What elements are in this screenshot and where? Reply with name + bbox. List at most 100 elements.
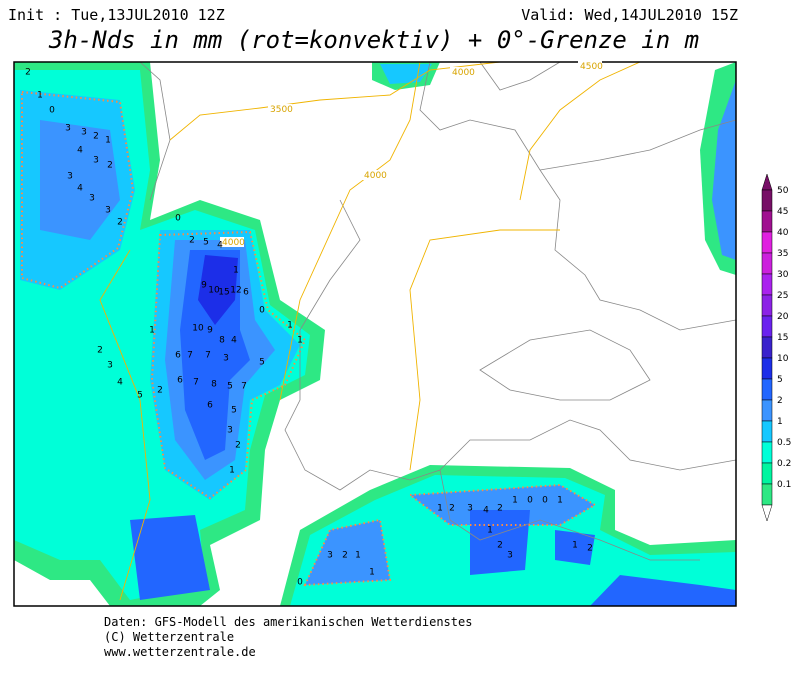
- grid-value: 4: [77, 184, 83, 194]
- grid-value: 9: [207, 326, 213, 336]
- grid-value: 3: [65, 124, 71, 134]
- grid-value: 3: [467, 504, 473, 514]
- colorbar: 50 45 40 35 30 25 20 15 10 5 2 1 0.5 0.2 0.1: [761, 173, 791, 522]
- contour-label: 4500: [580, 62, 603, 72]
- grid-value: 2: [587, 544, 593, 554]
- colorbar-label: 2: [777, 396, 783, 406]
- grid-value: 9: [201, 281, 207, 291]
- contour-label: 4000: [364, 171, 387, 181]
- init-time: Init : Tue,13JUL2010 12Z: [8, 6, 225, 24]
- footer-source: Daten: GFS-Modell des amerikanischen Wet…: [104, 615, 472, 629]
- contour-label: 3500: [270, 105, 293, 115]
- grid-value: 2: [497, 541, 503, 551]
- colorbar-label: 15: [777, 333, 788, 343]
- map-title: 3h-Nds in mm (rot=konvektiv) + 0°-Grenze…: [48, 26, 699, 54]
- grid-value: 0: [259, 306, 265, 316]
- colorbar-label: 25: [777, 291, 788, 301]
- grid-value: 4: [117, 378, 123, 388]
- grid-value: 5: [227, 382, 233, 392]
- grid-value: 5: [259, 358, 265, 368]
- colorbar-swatch: [761, 252, 773, 275]
- grid-value: 6: [175, 351, 181, 361]
- grid-value: 3: [223, 354, 229, 364]
- grid-value: 4: [483, 506, 489, 516]
- grid-value: 5: [203, 238, 209, 248]
- grid-value: 3: [89, 194, 95, 204]
- colorbar-label: 5: [777, 375, 783, 385]
- contour-label: 4000: [452, 68, 475, 78]
- grid-value: 3: [227, 426, 233, 436]
- grid-value: 2: [342, 551, 348, 561]
- colorbar-swatch: [761, 294, 773, 317]
- grid-value: 3: [107, 361, 113, 371]
- footer-copyright: (C) Wetterzentrale: [104, 630, 234, 644]
- colorbar-label: 0.2: [777, 459, 791, 469]
- grid-value: 4: [217, 241, 223, 251]
- colorbar-label: 50: [777, 186, 789, 196]
- grid-value: 10: [208, 286, 220, 296]
- grid-value: 2: [449, 504, 455, 514]
- colorbar-label: 40: [777, 228, 789, 238]
- grid-value: 1: [557, 496, 563, 506]
- grid-value: 1: [105, 136, 111, 146]
- colorbar-swatch: [761, 441, 773, 464]
- grid-value: 1: [572, 541, 578, 551]
- colorbar-swatch: [761, 273, 773, 296]
- colorbar-swatch: [761, 336, 773, 359]
- grid-value: 8: [219, 336, 225, 346]
- grid-value: 1: [37, 91, 43, 101]
- colorbar-swatch: [761, 399, 773, 422]
- grid-value: 8: [211, 380, 217, 390]
- colorbar-swatch: [761, 189, 773, 212]
- grid-value: 1: [229, 466, 235, 476]
- grid-value: 2: [157, 386, 163, 396]
- grid-value: 10: [192, 324, 204, 334]
- grid-value: 0: [542, 496, 548, 506]
- grid-value: 3: [67, 172, 73, 182]
- grid-value: 6: [177, 376, 183, 386]
- grid-value: 3: [105, 206, 111, 216]
- grid-value: 0: [49, 106, 55, 116]
- colorbar-label: 10: [777, 354, 789, 364]
- grid-value: 3: [93, 156, 99, 166]
- grid-value: 0: [527, 496, 533, 506]
- footer-url: www.wetterzentrale.de: [104, 645, 256, 659]
- grid-value: 7: [205, 351, 211, 361]
- grid-value: 0: [175, 214, 181, 224]
- grid-value: 1: [487, 526, 493, 536]
- grid-value: 15: [218, 288, 229, 298]
- colorbar-top-arrow: [761, 173, 773, 191]
- grid-value: 1: [512, 496, 518, 506]
- contour-label-bg: [220, 237, 244, 247]
- grid-value: 2: [235, 441, 241, 451]
- grid-value: 1: [149, 326, 155, 336]
- grid-value: 4: [231, 336, 237, 346]
- grid-value: 2: [117, 218, 123, 228]
- grid-value: 1: [437, 504, 443, 514]
- grid-value: 2: [25, 68, 31, 78]
- colorbar-bottom-arrow: [761, 504, 773, 522]
- contour-label-bg: [362, 170, 386, 180]
- colorbar-label: 35: [777, 249, 788, 259]
- grid-value: 7: [187, 351, 193, 361]
- grid-value: 7: [193, 378, 199, 388]
- grid-value: 1: [287, 321, 293, 331]
- grid-value: 6: [243, 288, 249, 298]
- colorbar-swatch: [761, 462, 773, 485]
- grid-value: 5: [231, 406, 237, 416]
- grid-value: 5: [137, 391, 143, 401]
- colorbar-label: 1: [777, 417, 783, 427]
- grid-value: 4: [77, 146, 83, 156]
- grid-value: 0: [297, 578, 303, 588]
- colorbar-label: 45: [777, 207, 788, 217]
- colorbar-swatch: [761, 378, 773, 401]
- grid-value: 2: [497, 504, 503, 514]
- contour-label-bg: [268, 104, 292, 114]
- colorbar-swatch: [761, 210, 773, 233]
- colorbar-swatch: [761, 483, 773, 506]
- colorbar-label: 30: [777, 270, 789, 280]
- grid-value: 3: [507, 551, 513, 561]
- grid-value: 2: [107, 161, 113, 171]
- contour-label: 4000: [222, 238, 245, 248]
